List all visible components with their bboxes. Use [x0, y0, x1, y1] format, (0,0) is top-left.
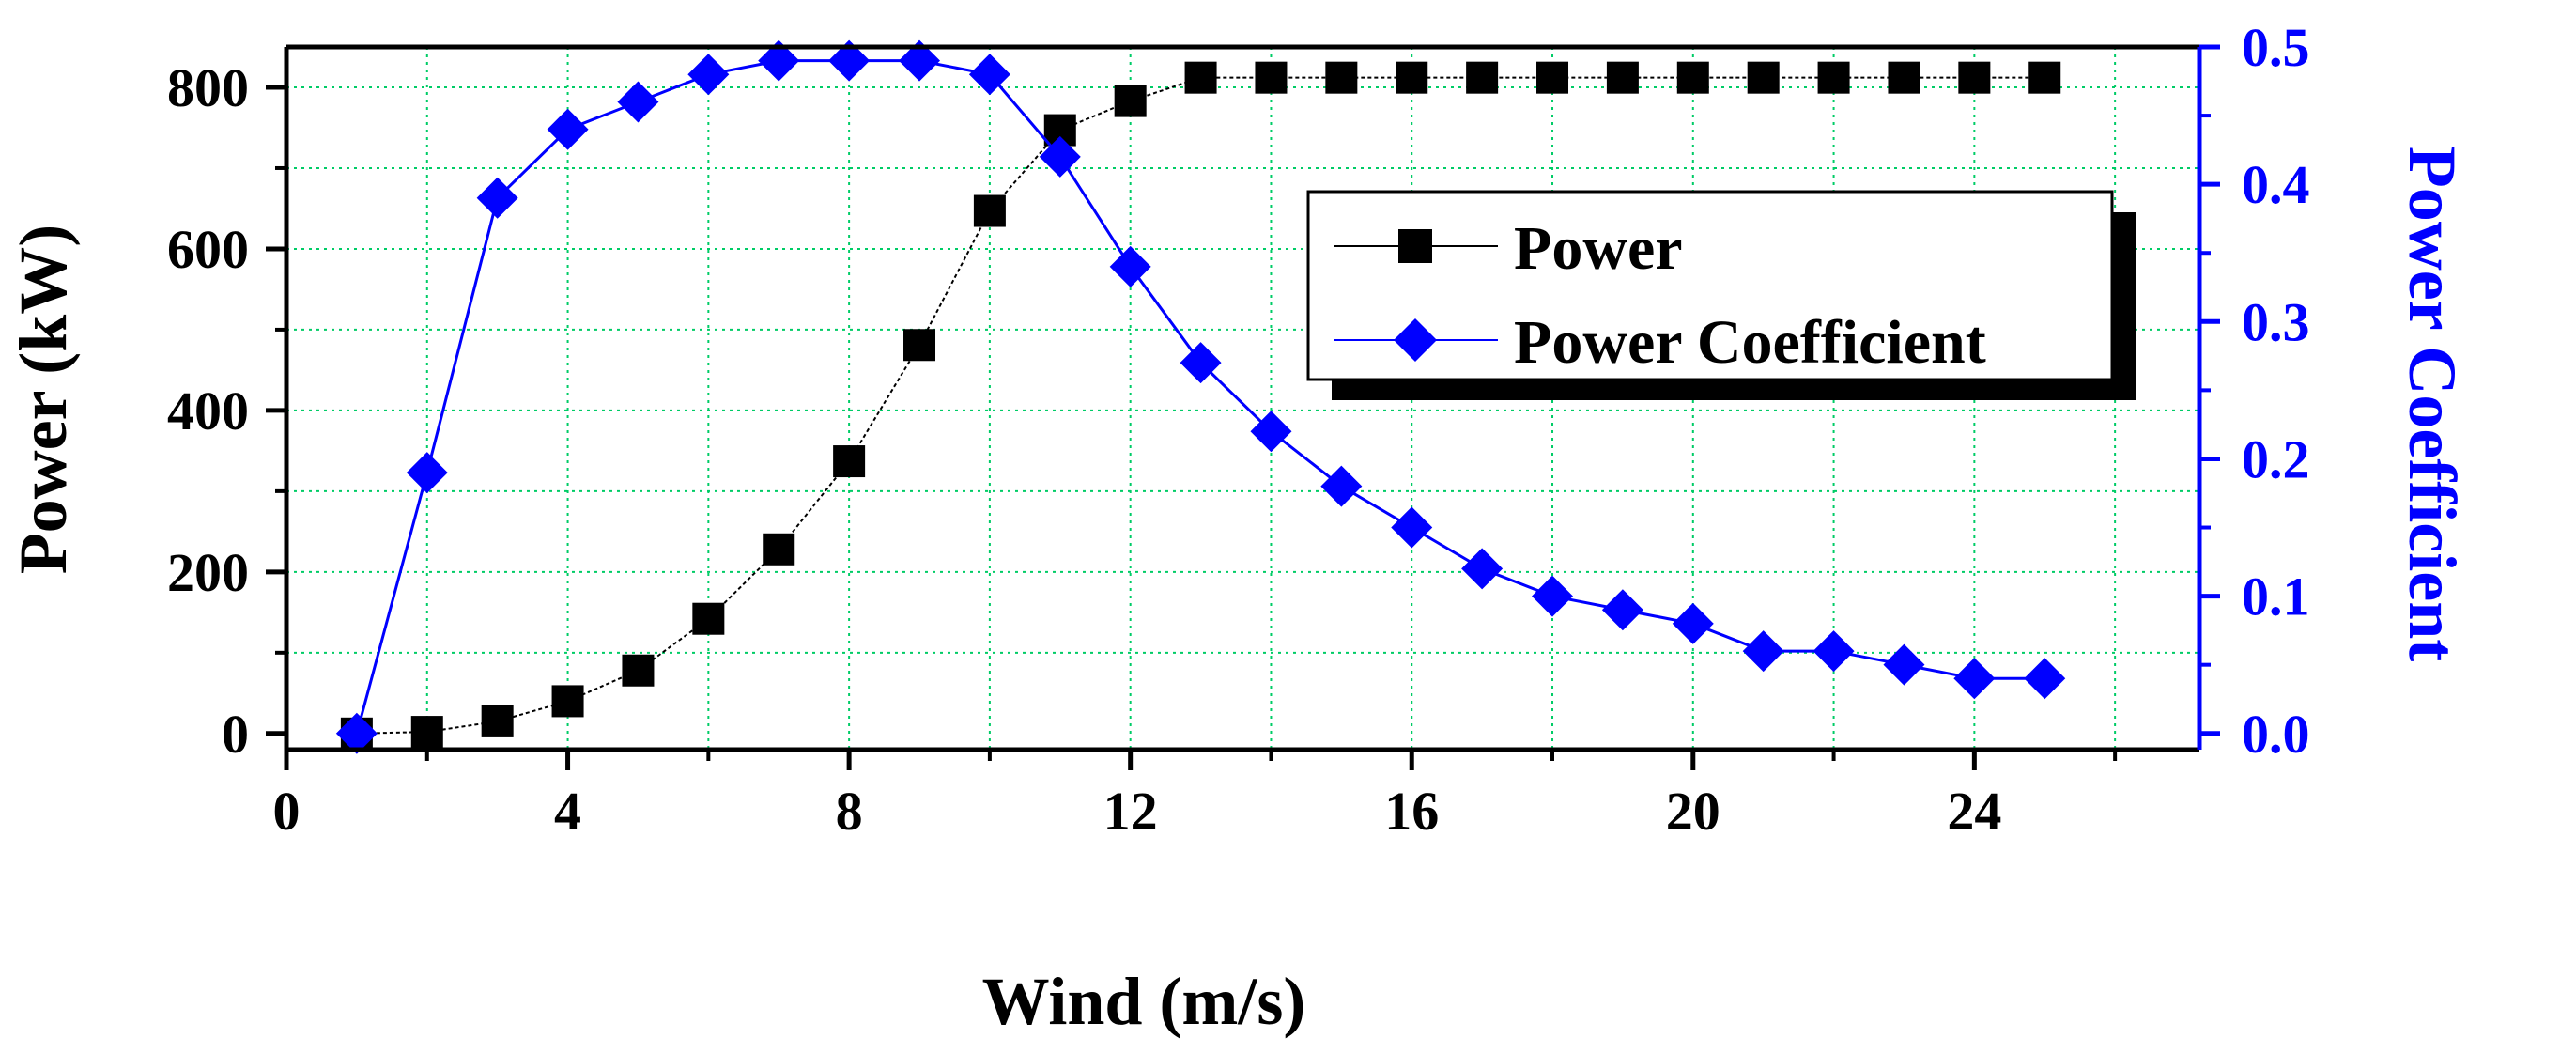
- power-coefficient-point: [1109, 245, 1151, 287]
- power-point: [1325, 61, 1358, 94]
- power-coefficient-point: [335, 712, 378, 754]
- x-tick-label: 24: [1947, 781, 2001, 842]
- y2-tick-label: 0.2: [2242, 428, 2310, 489]
- legend-power-marker: [1398, 229, 1432, 263]
- power-coefficient-point: [1039, 135, 1081, 178]
- power-point: [1184, 61, 1217, 94]
- y2-tick-label: 0.3: [2242, 291, 2310, 352]
- power-coefficient-point: [687, 54, 730, 96]
- power-point: [1255, 61, 1288, 94]
- power-coefficient-point: [2024, 658, 2066, 700]
- power-point: [1606, 61, 1639, 94]
- power-coefficient-point: [476, 177, 518, 219]
- power-point: [1396, 61, 1428, 94]
- left-y-ticks: 0 200 400 600 800: [167, 57, 286, 765]
- right-y-ticks: 0.0 0.1 0.2 0.3 0.4 0.5: [2199, 17, 2310, 765]
- power-point: [1958, 61, 1991, 94]
- x-tick-label: 0: [273, 781, 301, 842]
- power-point: [903, 329, 936, 362]
- x-tick-label: 8: [836, 781, 863, 842]
- x-tick-label: 4: [554, 781, 581, 842]
- power-coefficient-point: [1461, 548, 1504, 590]
- power-point: [1114, 85, 1147, 117]
- power-coefficient-point: [1250, 411, 1292, 453]
- power-coefficient-point: [1883, 643, 1925, 686]
- power-point: [1888, 61, 1920, 94]
- power-point: [763, 533, 795, 566]
- power-coefficient-point: [1180, 342, 1222, 384]
- legend-box: [1306, 190, 2114, 381]
- power-point: [1536, 61, 1569, 94]
- y-tick-label: 800: [167, 57, 249, 118]
- power-coefficient-point: [1391, 506, 1433, 549]
- power-point: [481, 705, 514, 737]
- power-coefficient-point: [406, 452, 448, 494]
- power-coefficient-point: [758, 39, 800, 82]
- power-coefficient-point: [547, 108, 589, 150]
- power-coefficient-point: [1320, 465, 1363, 507]
- y-tick-label: 200: [167, 542, 249, 603]
- power-point: [692, 602, 725, 635]
- power-coefficient-point: [968, 54, 1010, 96]
- legend-power-label: Power: [1514, 214, 1683, 283]
- power-point: [551, 685, 584, 718]
- y2-tick-label: 0.4: [2242, 154, 2310, 215]
- series-power: [340, 61, 2061, 750]
- power-coefficient-point: [617, 81, 659, 123]
- power-coefficient-point: [828, 39, 871, 82]
- y-tick-label: 600: [167, 219, 249, 280]
- y-tick-label: 400: [167, 380, 249, 442]
- power-point: [1817, 61, 1850, 94]
- power-coefficient-point: [1812, 630, 1855, 673]
- power-point: [833, 445, 866, 478]
- legend-cp-marker: [1394, 318, 1437, 362]
- series-power-coefficient: [335, 39, 2066, 754]
- y-axis-title: Power (kW): [6, 225, 81, 575]
- y2-tick-label: 0.1: [2242, 566, 2310, 628]
- x-ticks: 0 4 8 12 16 20 24: [273, 750, 2118, 842]
- power-point: [973, 194, 1006, 227]
- power-point: [622, 654, 655, 687]
- x-tick-label: 16: [1384, 781, 1439, 842]
- legend: Power Power Coefficient: [1306, 190, 2136, 400]
- legend-cp-label: Power Coefficient: [1514, 308, 1986, 377]
- power-coefficient-point: [1532, 575, 1574, 617]
- y2-tick-label: 0.5: [2242, 17, 2310, 78]
- power-point: [1466, 61, 1499, 94]
- power-coefficient-point: [1953, 658, 1996, 700]
- y-tick-label: 0: [222, 704, 249, 765]
- x-axis-title: Wind (m/s): [982, 964, 1306, 1039]
- power-line: [356, 76, 2045, 735]
- x-tick-label: 20: [1666, 781, 1720, 842]
- x-tick-label: 12: [1103, 781, 1158, 842]
- power-coefficient-point: [1742, 630, 1784, 673]
- power-point: [1676, 61, 1709, 94]
- power-coefficient-point: [899, 39, 941, 82]
- power-point: [2028, 61, 2061, 94]
- y2-tick-label: 0.0: [2242, 704, 2310, 765]
- y2-axis-title: Power Coefficient: [2395, 147, 2470, 661]
- power-coefficient-point: [1672, 602, 1714, 644]
- power-point: [1747, 61, 1780, 94]
- power-point: [410, 716, 443, 749]
- power-coefficient-point: [1601, 589, 1643, 631]
